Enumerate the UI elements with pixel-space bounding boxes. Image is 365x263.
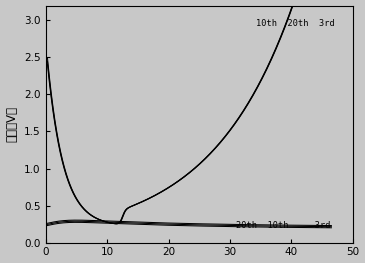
Y-axis label: 电压（V）: 电压（V） (5, 106, 19, 142)
Text: 10th  20th  3rd: 10th 20th 3rd (256, 19, 335, 28)
Text: 20th  10th     3rd: 20th 10th 3rd (236, 221, 331, 230)
